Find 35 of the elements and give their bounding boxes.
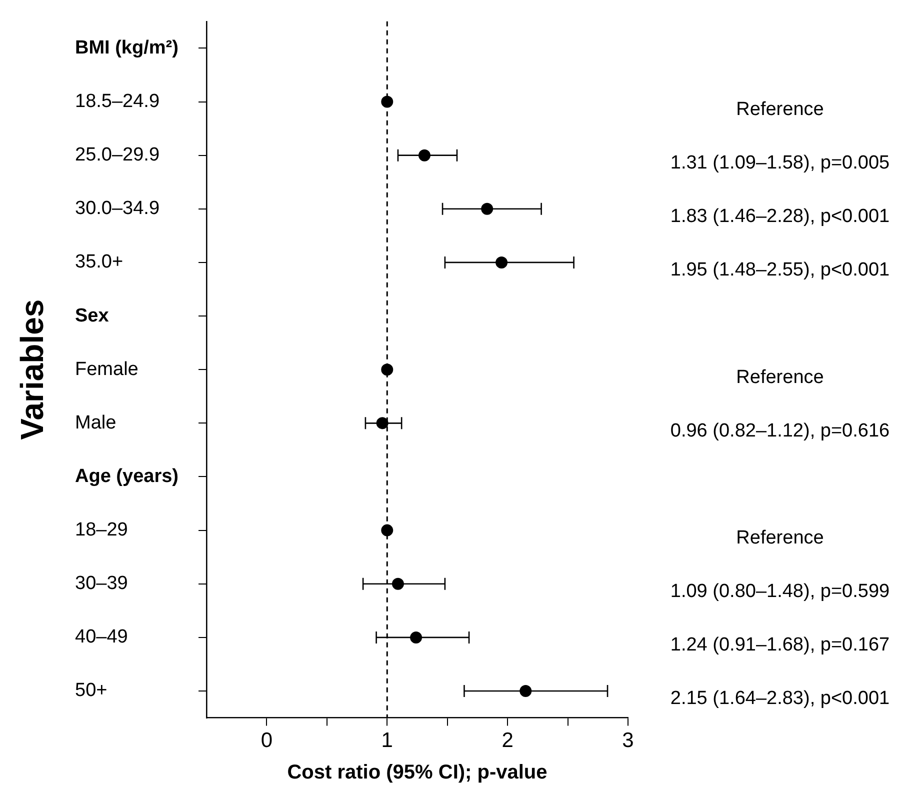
y-tick-label: 40–49: [75, 626, 128, 648]
y-axis-title: Variables: [14, 299, 50, 440]
y-tick-label: 35.0+: [75, 252, 124, 273]
y-tick-label: Age (years): [75, 466, 178, 487]
y-tick-label: Male: [75, 412, 116, 434]
y-tick-label: BMI (kg/m²): [75, 37, 178, 58]
text: 1.95 (1.48–2.55), p<0.001: [670, 260, 890, 281]
y-tick-label: 30–39: [75, 573, 128, 594]
y-tick-label: Female: [75, 358, 138, 380]
point: [381, 524, 394, 536]
text: 1.09 (0.80–1.48), p=0.599: [670, 581, 890, 602]
point: [410, 631, 422, 644]
point: [381, 96, 394, 108]
y-tick-label: 30.0–34.9: [75, 198, 160, 220]
point: [381, 364, 394, 376]
text: 1.31 (1.09–1.58), p=0.005: [670, 152, 890, 174]
y-tick-label: 18.5–24.9: [75, 90, 160, 112]
y-tick-label: Sex: [75, 305, 110, 326]
point: [496, 256, 508, 268]
text: 0.96 (0.82–1.12), p=0.616: [670, 420, 890, 442]
x-tick-label: 0: [260, 729, 273, 752]
text: 1.24 (0.91–1.68), p=0.167: [670, 634, 890, 656]
x-tick-label: 2: [502, 729, 514, 752]
y-tick-label: 18–29: [75, 520, 128, 541]
text: Reference: [736, 366, 824, 388]
text: 1.83 (1.46–2.28), p<0.001: [670, 206, 890, 228]
point: [520, 685, 532, 698]
y-tick-label: 25.0–29.9: [75, 144, 160, 166]
x-tick-label: 1: [381, 729, 393, 752]
text: Reference: [736, 98, 824, 120]
text: 2.15 (1.64–2.83), p<0.001: [670, 688, 890, 710]
text: Reference: [736, 528, 824, 549]
x-axis-title: Cost ratio (95% CI); p-value: [287, 762, 548, 784]
x-tick-label: 3: [622, 729, 634, 752]
y-tick-label: 50+: [75, 680, 108, 702]
